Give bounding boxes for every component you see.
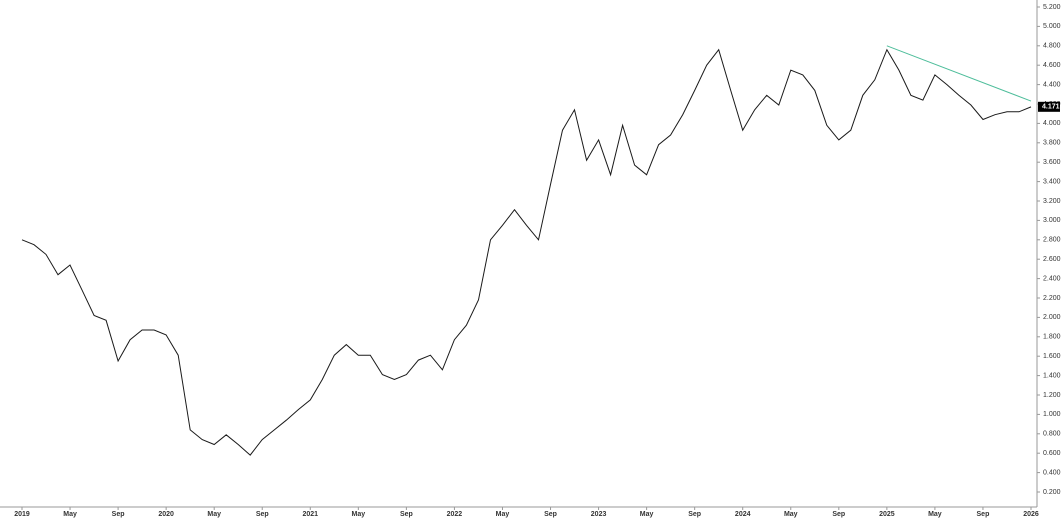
x-tick-label: May [640,511,654,518]
x-tick-label: Sep [832,511,845,518]
x-tick-label: Sep [400,511,413,518]
y-tick-label: 0.600 [1043,450,1061,457]
y-tick-label: 4.800 [1043,43,1061,50]
y-tick-label: 3.600 [1043,159,1061,166]
x-tick-label: May [207,511,221,518]
x-tick-label: May [63,511,77,518]
x-tick-label: 2022 [447,511,463,518]
y-tick-label: 5.200 [1043,4,1061,11]
x-tick-label: May [496,511,510,518]
y-tick-label: 1.800 [1043,334,1061,341]
y-tick-label: 2.400 [1043,275,1061,282]
y-tick-label: 3.200 [1043,198,1061,205]
y-tick-label: 4.400 [1043,81,1061,88]
y-tick-label: 1.400 [1043,372,1061,379]
x-tick-label: 2026 [1023,511,1039,518]
y-tick-label: 2.000 [1043,314,1061,321]
last-value-badge [1038,101,1060,112]
x-tick-label: Sep [688,511,701,518]
x-tick-label: Sep [112,511,125,518]
x-tick-label: 2023 [591,511,607,518]
x-tick-label: Sep [256,511,269,518]
x-tick-label: May [352,511,366,518]
x-tick-label: May [928,511,942,518]
y-tick-label: 2.800 [1043,237,1061,244]
x-tick-label: 2020 [158,511,174,518]
y-tick-label: 1.000 [1043,411,1061,418]
y-tick-label: 4.000 [1043,120,1061,127]
y-tick-label: 0.400 [1043,469,1061,476]
x-tick-label: May [784,511,798,518]
x-tick-label: Sep [544,511,557,518]
y-tick-label: 0.800 [1043,431,1061,438]
y-tick-label: 3.000 [1043,217,1061,224]
x-tick-label: 2024 [735,511,751,518]
y-tick-label: 4.600 [1043,62,1061,69]
x-tick-label: Sep [977,511,990,518]
x-tick-label: 2021 [302,511,318,518]
x-tick-label: 2019 [14,511,30,518]
y-tick-label: 3.800 [1043,140,1061,147]
y-tick-label: 2.600 [1043,256,1061,263]
y-tick-label: 2.200 [1043,295,1061,302]
y-tick-label: 3.400 [1043,178,1061,185]
price-line [21,48,1032,456]
y-tick-label: 5.000 [1043,23,1061,30]
y-tick-label: 1.200 [1043,392,1061,399]
y-tick-label: 0.200 [1043,489,1061,496]
y-tick-label: 1.600 [1043,353,1061,360]
last-value-label: 4.171 [1042,104,1060,111]
x-tick-label: 2025 [879,511,895,518]
trendline [886,45,1032,102]
